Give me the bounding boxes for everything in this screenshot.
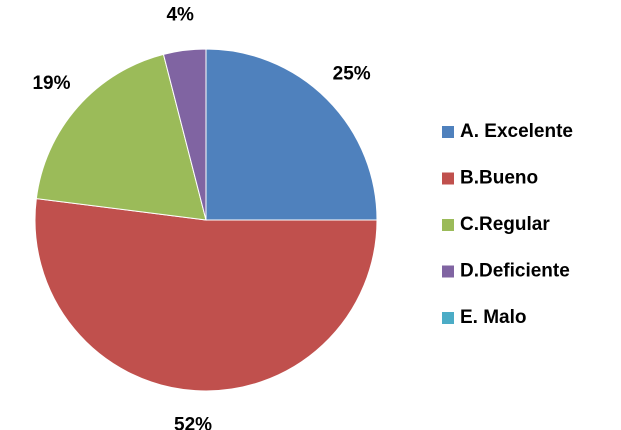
- legend-label: D.Deficiente: [460, 261, 570, 282]
- data-label: 19%: [32, 73, 70, 94]
- pie-slice: [205, 48, 378, 221]
- legend-swatch: [442, 219, 454, 231]
- legend-label: E. Malo: [460, 307, 527, 328]
- legend-swatch: [442, 312, 454, 324]
- legend-label: C.Regular: [460, 214, 550, 235]
- pie-slice: [35, 53, 207, 221]
- legend-swatch: [442, 172, 454, 185]
- data-label: 25%: [333, 63, 371, 84]
- legend-label: A. Excelente: [460, 121, 573, 142]
- data-label: 4%: [166, 5, 194, 26]
- data-label: 52%: [174, 415, 212, 430]
- legend-swatch: [442, 126, 454, 138]
- legend-swatch: [442, 265, 454, 278]
- pie-slice: [34, 198, 378, 392]
- legend-label: B.Bueno: [460, 168, 538, 189]
